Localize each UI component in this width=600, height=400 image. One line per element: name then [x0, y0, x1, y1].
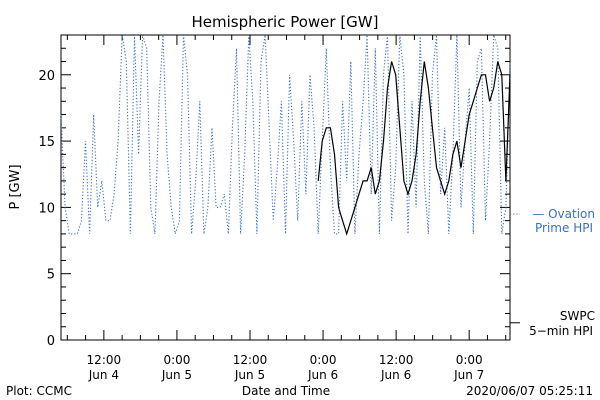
x-tick-time: 12:00 — [379, 353, 414, 367]
y-tick-label: 10 — [38, 201, 55, 216]
y-axis: 0 5 10 15 20 — [38, 34, 510, 349]
series-line-1 — [60, 34, 511, 235]
x-tick-time: 0:00 — [310, 353, 337, 367]
chart-title: Hemispheric Power [GW] — [192, 13, 379, 31]
legend-label-line2-1: Prime HPI — [535, 221, 593, 235]
legend-label-1: — Ovation — [532, 207, 595, 221]
x-tick-time: 0:00 — [163, 353, 190, 367]
legend-label-line2-2: 5−min HPI — [529, 324, 593, 338]
x-tick-date: Jun 6 — [307, 368, 338, 382]
x-tick-time: 12:00 — [87, 353, 122, 367]
x-tick-date: Jun 4 — [88, 368, 119, 382]
x-axis-label: Date and Time — [242, 384, 330, 398]
x-tick-date: Jun 5 — [234, 368, 265, 382]
x-tick-date: Jun 5 — [161, 368, 192, 382]
plot-credit: Plot: CCMC — [6, 384, 72, 398]
series-layer — [60, 34, 511, 236]
plot-frame — [60, 34, 511, 341]
y-tick-label: 15 — [38, 135, 55, 150]
legend-label-2: SWPC — [560, 309, 595, 323]
x-tick-date: Jun 6 — [380, 368, 411, 382]
x-tick-time: 12:00 — [233, 353, 268, 367]
x-tick-date: Jun 7 — [453, 368, 484, 382]
y-axis-label: P [GW] — [8, 164, 23, 209]
y-tick-label: 5 — [47, 268, 55, 283]
y-tick-label: 20 — [38, 69, 55, 84]
y-tick-label: 0 — [47, 334, 55, 349]
x-tick-time: 0:00 — [456, 353, 483, 367]
series-line-2 — [317, 61, 511, 236]
plot-timestamp: 2020/06/07 05:25:11 — [466, 384, 593, 398]
